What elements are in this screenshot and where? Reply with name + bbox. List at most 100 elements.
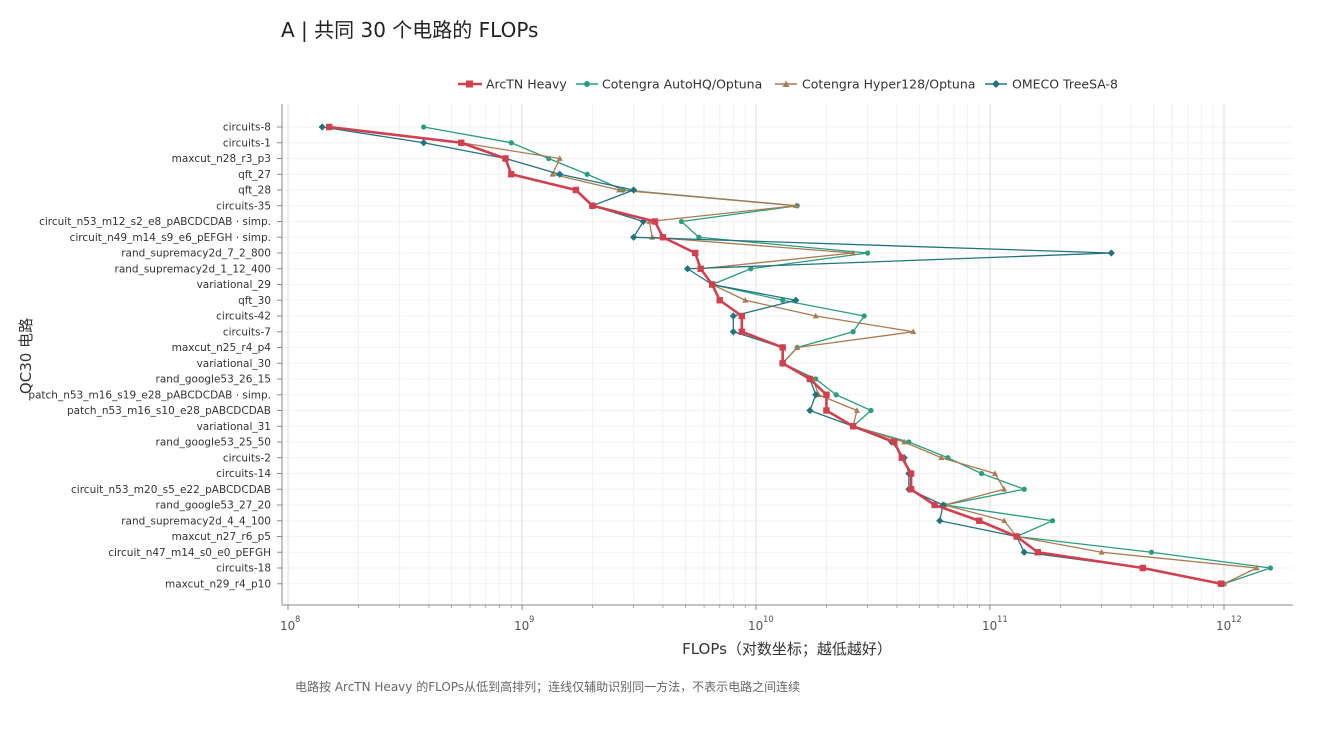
data-point bbox=[868, 407, 874, 414]
data-point bbox=[616, 186, 623, 193]
data-point bbox=[549, 171, 556, 177]
x-tick-label-exponent: 9 bbox=[529, 615, 534, 625]
svg-text:ArcTN Heavy: ArcTN Heavy bbox=[486, 77, 567, 92]
data-point bbox=[678, 218, 685, 225]
x-tick-label: 10 bbox=[982, 619, 997, 633]
data-point bbox=[748, 266, 754, 272]
svg-text:Cotengra AutoHQ/Optuna: Cotengra AutoHQ/Optuna bbox=[602, 77, 762, 92]
legend-item-arctn-heavy[interactable]: ArcTN Heavy bbox=[458, 77, 567, 92]
x-tick-label: 10 bbox=[280, 619, 295, 633]
y-tick-label: circuits-42 bbox=[216, 311, 271, 323]
data-point bbox=[572, 186, 580, 194]
chart-caption: 电路按 ArcTN Heavy 的FLOPs从低到高排列；连线仅辅助识别同一方法… bbox=[295, 679, 800, 694]
data-point bbox=[421, 124, 427, 130]
data-point bbox=[891, 438, 898, 446]
data-point bbox=[806, 406, 814, 415]
y-tick-label: patch_n53_m16_s10_e28_pABCDCDAB bbox=[67, 405, 271, 417]
y-tick-label: qft_27 bbox=[238, 169, 271, 181]
data-point bbox=[976, 517, 983, 524]
y-tick-label: circuits-7 bbox=[223, 326, 271, 338]
series-line bbox=[423, 126, 1272, 585]
x-ticks: 10 8 10 9 10 10 10 11 10 12 bbox=[280, 605, 1242, 633]
data-point bbox=[849, 423, 857, 430]
y-tick-label: circuits-35 bbox=[216, 200, 271, 212]
series-line bbox=[322, 126, 1222, 585]
data-point bbox=[1267, 565, 1274, 571]
data-point bbox=[806, 375, 814, 383]
data-point bbox=[1001, 486, 1008, 492]
y-tick-label: variational_29 bbox=[197, 279, 271, 291]
data-point bbox=[907, 470, 915, 477]
x-tick-label: 10 bbox=[1216, 619, 1231, 633]
data-point bbox=[850, 249, 857, 256]
data-point bbox=[326, 123, 333, 131]
data-point bbox=[1217, 580, 1225, 587]
y-tick-label: rand_supremacy2d_7_2_800 bbox=[121, 248, 271, 260]
data-point bbox=[1001, 517, 1008, 524]
data-point bbox=[584, 171, 590, 177]
data-point bbox=[833, 392, 839, 398]
y-tick-label: rand_google53_26_15 bbox=[156, 374, 271, 386]
data-point bbox=[729, 312, 737, 320]
data-point bbox=[683, 265, 692, 273]
legend-item-cotengra-autohq[interactable]: Cotengra AutoHQ/Optuna bbox=[576, 77, 762, 92]
data-point bbox=[1021, 486, 1027, 492]
chart-title: A | 共同 30 个电路的 FLOPs bbox=[281, 18, 538, 42]
data-point bbox=[742, 297, 749, 303]
data-point bbox=[716, 297, 723, 304]
data-point bbox=[556, 170, 564, 178]
x-tick-label-exponent: 8 bbox=[295, 615, 300, 625]
data-point bbox=[1253, 564, 1260, 571]
data-point bbox=[729, 328, 737, 336]
x-axis-title: FLOPs（对数坐标；越低越好） bbox=[682, 640, 892, 658]
y-tick-label: rand_supremacy2d_4_4_100 bbox=[121, 515, 271, 527]
data-point bbox=[901, 438, 908, 445]
data-point bbox=[630, 186, 638, 194]
series-line bbox=[329, 125, 1222, 586]
data-point bbox=[1139, 564, 1147, 572]
y-tick-labels: circuits-8 circuits-1 maxcut_n28_r3_p3 qft_… bbox=[28, 122, 282, 590]
data-point bbox=[910, 328, 917, 335]
data-point bbox=[738, 328, 746, 335]
data-point bbox=[589, 202, 596, 209]
y-tick-label: qft_28 bbox=[238, 185, 271, 197]
svg-text:Cotengra Hyper128/Optuna: Cotengra Hyper128/Optuna bbox=[802, 77, 975, 92]
y-tick-label: maxcut_n28_r3_p3 bbox=[172, 153, 271, 165]
y-axis-title: QC30 电路 bbox=[17, 318, 35, 394]
x-tick-label: 10 bbox=[748, 619, 763, 633]
series-arctn-heavy bbox=[326, 123, 1225, 587]
data-point bbox=[709, 281, 716, 288]
x-tick-label-exponent: 10 bbox=[763, 615, 774, 625]
data-point bbox=[779, 360, 786, 367]
y-tick-label: circuit_n49_m14_s9_e6_pEFGH · simp. bbox=[70, 232, 271, 244]
data-point bbox=[458, 139, 465, 146]
y-tick-label: circuits-14 bbox=[216, 468, 271, 480]
data-point bbox=[823, 391, 830, 398]
data-point bbox=[792, 202, 799, 209]
data-point bbox=[659, 234, 667, 241]
data-point bbox=[738, 312, 746, 320]
data-point bbox=[792, 296, 800, 304]
y-tick-label: patch_n53_m16_s19_e28_pABCDCDAB · simp. bbox=[28, 389, 271, 401]
y-tick-label: variational_31 bbox=[197, 421, 271, 433]
series-omeco-treesa-8 bbox=[318, 123, 1225, 588]
data-point bbox=[931, 501, 938, 509]
data-point bbox=[1013, 533, 1020, 540]
y-tick-label: variational_30 bbox=[197, 358, 271, 370]
y-tick-label: circuits-2 bbox=[223, 452, 271, 464]
y-tick-label: rand_google53_25_50 bbox=[156, 437, 271, 449]
y-tick-label: maxcut_n27_r6_p5 bbox=[172, 531, 271, 543]
legend-item-omeco-treesa[interactable]: OMECO TreeSA-8 bbox=[985, 77, 1118, 92]
y-tick-label: circuit_n53_m12_s2_e8_pABCDCDAB · simp. bbox=[39, 216, 271, 228]
data-point bbox=[978, 470, 985, 477]
data-point bbox=[1049, 518, 1056, 524]
legend-item-cotengra-hyper128[interactable]: Cotengra Hyper128/Optuna bbox=[775, 77, 975, 92]
data-point bbox=[508, 140, 514, 146]
series-line bbox=[329, 126, 1258, 585]
data-point bbox=[794, 344, 801, 350]
data-point bbox=[1034, 549, 1041, 556]
x-tick-label-exponent: 11 bbox=[997, 615, 1008, 625]
data-point bbox=[1020, 548, 1028, 556]
data-point bbox=[780, 297, 786, 303]
